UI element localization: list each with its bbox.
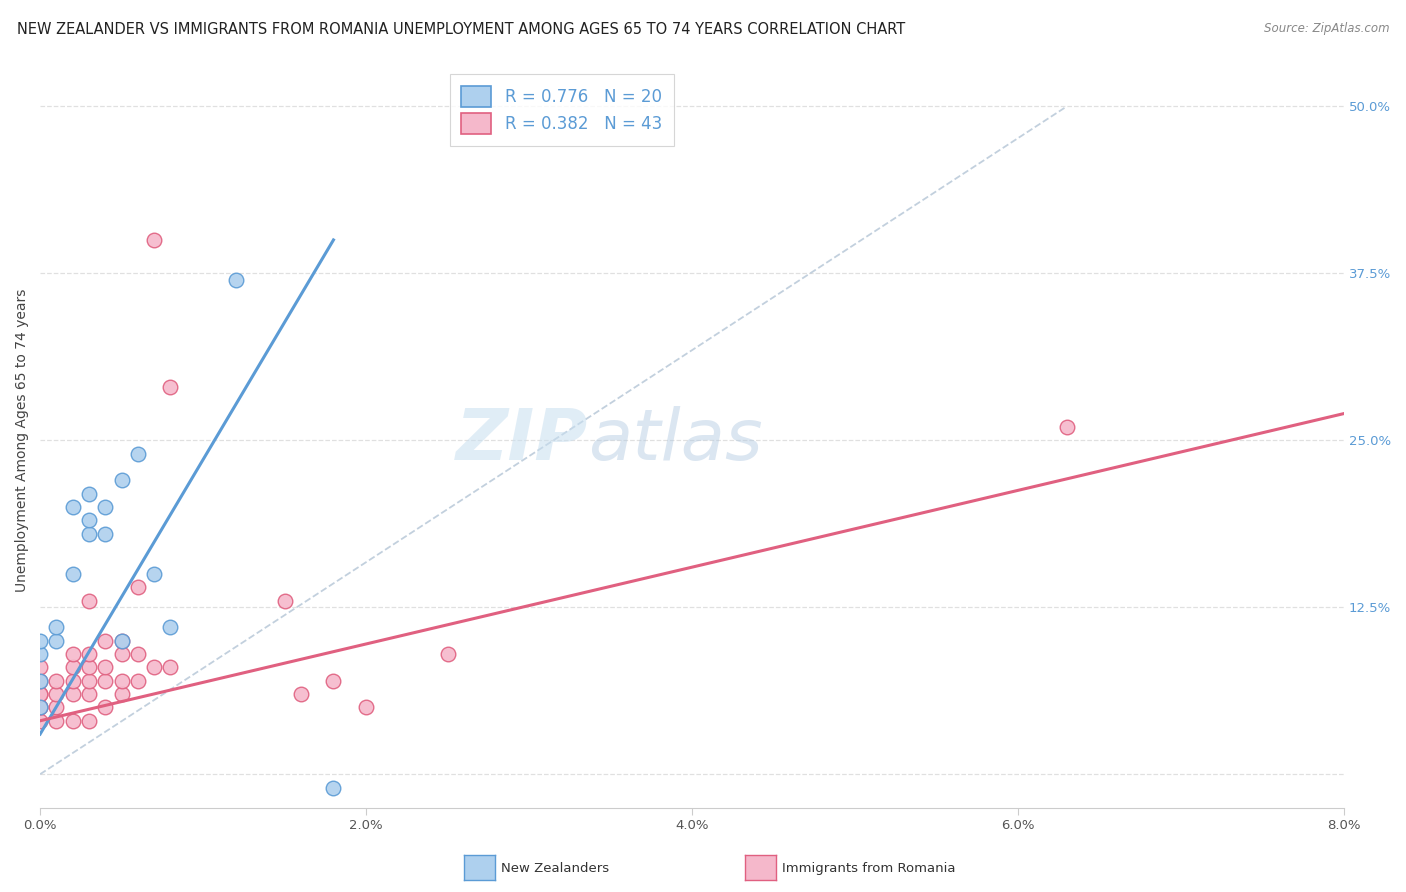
Point bbox=[143, 660, 166, 674]
Point bbox=[30, 700, 52, 714]
Point bbox=[62, 566, 84, 581]
Point bbox=[30, 660, 52, 674]
Point bbox=[110, 633, 132, 648]
Point bbox=[322, 673, 344, 688]
Point bbox=[127, 673, 149, 688]
Point bbox=[77, 513, 100, 527]
Point bbox=[45, 700, 67, 714]
Text: ZIP: ZIP bbox=[456, 406, 588, 475]
Point bbox=[45, 633, 67, 648]
Point bbox=[225, 273, 247, 287]
Point bbox=[62, 714, 84, 728]
Point bbox=[110, 474, 132, 488]
Point bbox=[30, 687, 52, 701]
Point bbox=[159, 620, 181, 634]
Point bbox=[45, 620, 67, 634]
Point bbox=[30, 700, 52, 714]
Point bbox=[127, 647, 149, 661]
Point bbox=[290, 687, 312, 701]
Text: atlas: atlas bbox=[588, 406, 762, 475]
Point bbox=[30, 714, 52, 728]
Point bbox=[45, 714, 67, 728]
Point bbox=[62, 687, 84, 701]
Point bbox=[30, 673, 52, 688]
Point bbox=[77, 593, 100, 607]
Point bbox=[94, 500, 117, 514]
Point bbox=[273, 593, 295, 607]
Y-axis label: Unemployment Among Ages 65 to 74 years: Unemployment Among Ages 65 to 74 years bbox=[15, 289, 30, 592]
Point bbox=[45, 673, 67, 688]
Legend: R = 0.776   N = 20, R = 0.382   N = 43: R = 0.776 N = 20, R = 0.382 N = 43 bbox=[450, 74, 673, 146]
Point bbox=[159, 380, 181, 394]
Text: Source: ZipAtlas.com: Source: ZipAtlas.com bbox=[1264, 22, 1389, 36]
Point bbox=[77, 486, 100, 500]
Point bbox=[94, 633, 117, 648]
Point bbox=[77, 660, 100, 674]
Point bbox=[77, 526, 100, 541]
Point bbox=[94, 673, 117, 688]
Point bbox=[62, 660, 84, 674]
Point bbox=[436, 647, 458, 661]
Point bbox=[94, 526, 117, 541]
Point bbox=[94, 660, 117, 674]
Point bbox=[354, 700, 377, 714]
Text: Immigrants from Romania: Immigrants from Romania bbox=[782, 863, 955, 875]
Text: NEW ZEALANDER VS IMMIGRANTS FROM ROMANIA UNEMPLOYMENT AMONG AGES 65 TO 74 YEARS : NEW ZEALANDER VS IMMIGRANTS FROM ROMANIA… bbox=[17, 22, 905, 37]
Point bbox=[30, 633, 52, 648]
Point bbox=[77, 687, 100, 701]
Point bbox=[77, 714, 100, 728]
Point bbox=[143, 233, 166, 247]
Point bbox=[322, 780, 344, 795]
Point bbox=[1056, 420, 1078, 434]
Point bbox=[62, 673, 84, 688]
Point bbox=[30, 687, 52, 701]
Point bbox=[110, 647, 132, 661]
Point bbox=[62, 500, 84, 514]
Text: New Zealanders: New Zealanders bbox=[501, 863, 609, 875]
Point bbox=[110, 687, 132, 701]
Point bbox=[143, 566, 166, 581]
Point bbox=[30, 673, 52, 688]
Point bbox=[94, 700, 117, 714]
Point bbox=[110, 633, 132, 648]
Point bbox=[127, 447, 149, 461]
Point bbox=[77, 647, 100, 661]
Point bbox=[45, 687, 67, 701]
Point bbox=[127, 580, 149, 594]
Point bbox=[77, 673, 100, 688]
Point bbox=[159, 660, 181, 674]
Point bbox=[110, 673, 132, 688]
Point bbox=[30, 700, 52, 714]
Point bbox=[62, 647, 84, 661]
Point bbox=[30, 647, 52, 661]
